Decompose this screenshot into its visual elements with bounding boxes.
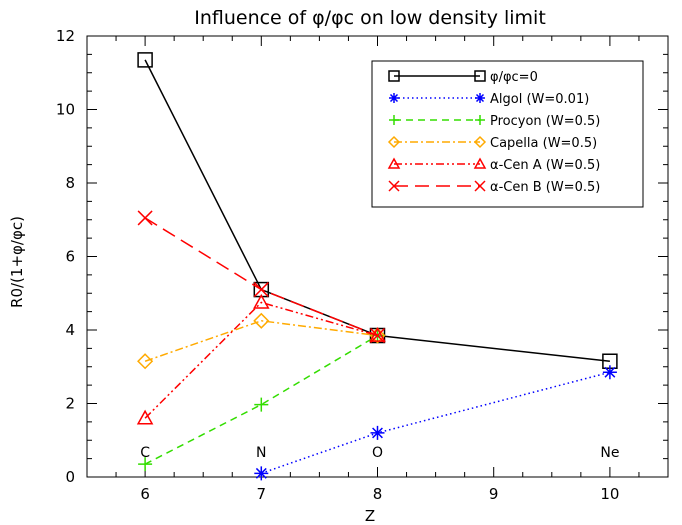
point-marker	[473, 135, 487, 149]
point-marker	[370, 425, 385, 440]
element-label: O	[372, 445, 383, 461]
point-marker	[388, 180, 400, 192]
x-axis-label: Z	[365, 507, 375, 525]
series-line	[261, 371, 611, 475]
legend-label: Procyon (W=0.5)	[490, 114, 600, 129]
y-tick-label: 4	[65, 321, 75, 339]
series-line	[144, 320, 378, 362]
y-tick-label: 8	[65, 174, 75, 192]
point-marker	[369, 327, 386, 344]
x-tick-label: 6	[140, 485, 150, 503]
point-marker	[253, 312, 270, 329]
point-marker	[137, 353, 154, 370]
x-tick-label: 9	[489, 485, 499, 503]
chart-title: Influence of φ/φc on low density limit	[194, 7, 546, 29]
series-line	[144, 334, 378, 465]
plot-area: 6 7 8 9 10 0 2 4 6 8 10 12 C N O Ne	[56, 27, 669, 503]
series-line	[144, 301, 378, 419]
series-5	[137, 210, 386, 344]
legend-box	[371, 60, 644, 208]
point-marker	[254, 466, 269, 481]
point-marker	[136, 409, 154, 425]
y-tick-label: 0	[65, 468, 75, 486]
legend-label: α-Cen A (W=0.5)	[490, 158, 600, 173]
point-marker	[389, 115, 399, 125]
element-label: N	[256, 445, 266, 461]
legend-label: Algol (W=0.01)	[490, 92, 589, 107]
x-tick-label: 10	[600, 485, 619, 503]
point-marker	[387, 135, 401, 149]
legend-label: φ/φc=0	[490, 70, 538, 85]
point-marker	[253, 282, 269, 298]
point-marker	[475, 115, 485, 125]
y-tick-label: 6	[65, 248, 75, 266]
series-1	[254, 365, 617, 481]
y-axis-label: R0/(1+φ/φc)	[8, 216, 26, 308]
point-marker	[253, 293, 270, 309]
point-marker	[254, 397, 269, 412]
point-marker	[474, 180, 486, 192]
element-label: C	[140, 445, 150, 461]
y-tick-label: 12	[56, 27, 75, 45]
point-marker	[474, 70, 486, 82]
point-marker	[602, 365, 617, 380]
y-tick-label: 10	[56, 101, 75, 119]
point-marker	[388, 70, 400, 82]
legend-label: α-Cen B (W=0.5)	[490, 180, 600, 195]
x-tick-label: 8	[373, 485, 383, 503]
series-line	[144, 217, 378, 337]
legend-label: Capella (W=0.5)	[490, 136, 597, 151]
point-marker	[138, 457, 153, 472]
point-marker	[387, 157, 401, 169]
point-marker	[475, 93, 485, 103]
point-marker	[473, 157, 487, 169]
point-marker	[389, 93, 399, 103]
y-tick-label: 2	[65, 395, 75, 413]
element-label: Ne	[600, 445, 619, 461]
series-3	[137, 312, 386, 370]
x-tick-label: 7	[257, 485, 267, 503]
point-marker	[137, 52, 153, 68]
point-marker	[137, 210, 153, 226]
legend: φ/φc=0 Algol (W=0.01) Procyon (W=0.5) Capel…	[371, 60, 644, 208]
